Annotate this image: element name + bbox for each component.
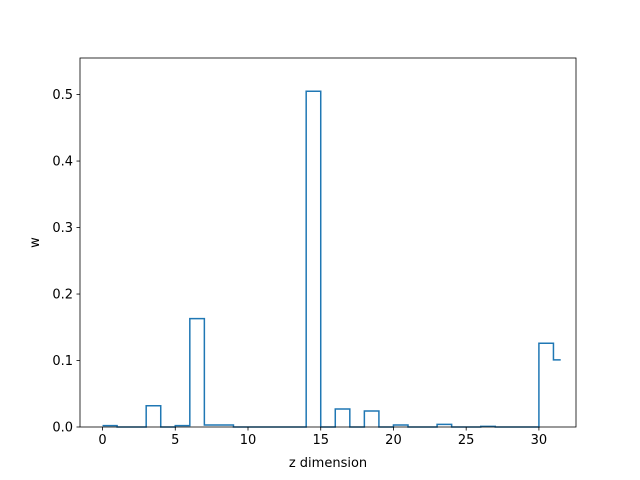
y-tick-label: 0.1 [52,354,73,369]
x-tick-label: 5 [171,433,179,448]
x-axis-label: z dimension [289,456,367,471]
x-tick-label: 15 [312,433,329,448]
y-tick-label: 0.4 [52,155,73,170]
x-tick-label: 0 [98,433,106,448]
series-step-line-0 [102,90,561,428]
y-axis-label: w [28,237,43,248]
y-tick-label: 0.5 [52,88,73,103]
plot-area [102,90,561,428]
y-tick-label: 0.3 [52,221,73,236]
y-tick-label: 0.0 [52,421,73,436]
axes: 0 5 10 15 20 25 30 0.0 0.1 0.2 0.3 0.4 0.5 [52,57,577,448]
y-tick-label: 0.2 [52,288,73,303]
x-tick-label: 10 [240,433,257,448]
x-tick-label: 30 [531,433,548,448]
x-tick-label: 25 [458,433,475,448]
axes-frame [79,57,577,428]
x-tick-label: 20 [385,433,402,448]
